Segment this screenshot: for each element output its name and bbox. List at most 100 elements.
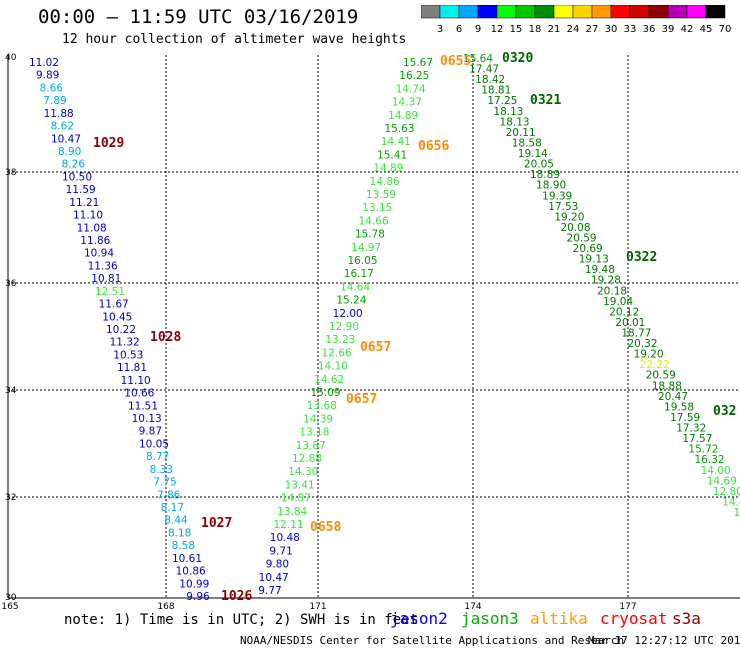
swh-value: 11.08: [77, 222, 107, 234]
lon-label: 177: [619, 602, 636, 610]
generation-timestamp: Mar 17 12:27:12 UTC 2019: [588, 634, 740, 647]
blue-track-1: 11.029.898.667.8911.888.6210.478.908.261…: [29, 57, 210, 603]
pass-time-label: 1027: [201, 516, 232, 531]
swh-value: 10.61: [172, 553, 202, 565]
swh-value: 14.00: [701, 465, 731, 477]
swh-value: 13.15: [362, 202, 392, 214]
pass-time-label: 0320: [502, 51, 533, 66]
swh-value: 16.17: [344, 268, 374, 280]
swh-value: 8.18: [168, 527, 191, 539]
swh-value: 10.50: [62, 171, 92, 183]
colorbar-label: 42: [681, 24, 694, 35]
legend-jason2: jason2: [390, 609, 448, 628]
swh-value: 18.81: [481, 85, 511, 97]
swh-value: 13.18: [299, 427, 329, 439]
swh-value: 16.05: [347, 255, 377, 267]
colorbar-label: 18: [529, 24, 542, 35]
swh-value: 11.86: [80, 235, 110, 247]
pass-time-label: 032: [713, 404, 736, 419]
swh-value: 18.88: [652, 380, 682, 392]
colorbar-label: 6: [456, 24, 462, 35]
legend-altika: altika: [530, 609, 588, 628]
swh-value: 11.81: [117, 362, 147, 374]
swh-value: 12.51: [95, 286, 125, 298]
legend-jason3: jason3: [461, 609, 519, 628]
swh-value: 20.01: [615, 317, 645, 329]
swh-value: 7.89: [43, 95, 66, 107]
swh-value: 19.58: [664, 401, 694, 413]
swh-value: 8.77: [146, 451, 169, 463]
pass-time-label: 1026: [221, 589, 252, 604]
colorbar-label: 27: [586, 24, 599, 35]
swh-value: 14.10: [318, 361, 348, 373]
swh-value: 10.81: [91, 273, 121, 285]
swh-value: 18.58: [512, 137, 542, 149]
swh-value: 19.04: [603, 296, 633, 308]
swh-value: 17.57: [682, 433, 712, 445]
swh-value: 10.05: [139, 438, 169, 450]
swh-value: 15.41: [377, 149, 407, 161]
swh-value: 12.80: [713, 486, 740, 498]
swh-value: 14.4: [722, 496, 740, 508]
swh-value: 20.05: [524, 159, 554, 171]
swh-value: 8.58: [172, 540, 195, 552]
swh-value: 12.11: [273, 519, 303, 531]
swh-value: 14.89: [373, 163, 403, 175]
swh-value: 8.66: [40, 82, 64, 94]
swh-value: 14.66: [359, 215, 389, 227]
swh-value: 11.59: [66, 184, 96, 196]
swh-value: 20.12: [609, 306, 639, 318]
pass-time-label: 0657: [346, 392, 377, 407]
colorbar-label: 39: [662, 24, 675, 35]
swh-value: 8.33: [150, 464, 173, 476]
swh-value: 18.13: [500, 116, 530, 128]
colorbar-label: 9: [475, 24, 481, 35]
swh-value: 12.88: [292, 453, 322, 465]
swh-value: 19.14: [518, 148, 548, 160]
pass-time-label: 1029: [93, 136, 124, 151]
swh-value: 9.71: [269, 545, 292, 557]
swh-value: 11.32: [110, 337, 140, 349]
swh-value: 13.87: [296, 440, 326, 452]
swh-value: 17.47: [469, 64, 499, 76]
pass-time-label: 0321: [530, 93, 561, 108]
green-track-3: 15.6417.4718.4218.8117.2518.1318.1320.11…: [463, 53, 740, 519]
swh-value: 11.02: [29, 57, 59, 69]
swh-value: 14.37: [392, 97, 422, 109]
swh-value: 12.66: [322, 347, 352, 359]
swh-value: 15.64: [463, 53, 493, 65]
swh-value: 15.67: [403, 57, 433, 69]
swh-value: 22.22: [640, 359, 670, 371]
swh-value: 10.47: [51, 133, 81, 145]
swh-value: 11.21: [69, 197, 99, 209]
swh-value: 17.59: [670, 412, 700, 424]
colorbar-label: 45: [700, 24, 713, 35]
lon-label: 168: [157, 602, 174, 610]
swh-value: 14.64: [340, 281, 370, 293]
swh-value: 11.51: [128, 400, 158, 412]
swh-value: 15.78: [355, 229, 385, 241]
swh-value: 14.97: [351, 242, 381, 254]
swh-value: 18.90: [536, 180, 566, 192]
swh-value: 10.45: [102, 311, 132, 323]
pass-time-label: 0322: [626, 250, 657, 265]
colorbar-swatch: [705, 5, 726, 19]
swh-value: 13.41: [285, 479, 315, 491]
credit-line: NOAA/NESDIS Center for Satellite Applica…: [240, 634, 625, 647]
colorbar-label: 36: [643, 24, 656, 35]
swh-value: 10.13: [132, 413, 162, 425]
swh-value: 20.47: [658, 391, 688, 403]
pass-time-label: 0657: [360, 340, 391, 355]
swh-value: 15.24: [336, 295, 366, 307]
swh-value: 18.13: [493, 106, 523, 118]
colorbar-label: 3: [437, 24, 443, 35]
swh-value: 14.74: [396, 83, 426, 95]
swh-value: 9.77: [258, 585, 281, 597]
colorbar-label: 30: [605, 24, 618, 35]
swh-value: 19.20: [554, 211, 584, 223]
colorbar-label: 12: [491, 24, 504, 35]
swh-value: 15.63: [384, 123, 414, 135]
swh-value: 13.68: [307, 400, 337, 412]
